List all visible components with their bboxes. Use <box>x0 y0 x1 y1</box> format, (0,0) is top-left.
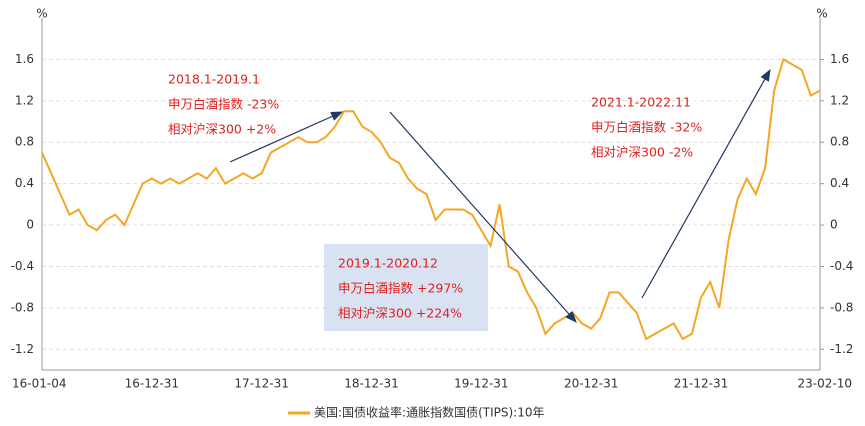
annotation: 2019.1-2020.12 <box>338 256 438 271</box>
y-axis-label: % <box>36 7 47 21</box>
y-tick-label: -0.4 <box>11 259 34 273</box>
y2-tick-label: -0.4 <box>830 259 853 273</box>
y-tick-label: 0.8 <box>15 135 34 149</box>
y2-tick-label: -1.2 <box>830 342 853 356</box>
x-tick-label: 20-12-31 <box>564 377 618 391</box>
y2-tick-label: -0.8 <box>830 300 853 314</box>
y-tick-label: 0.4 <box>15 176 34 190</box>
x-tick-label: 16-12-31 <box>125 377 179 391</box>
annotation: 相对沪深300 +2% <box>168 122 276 137</box>
y2-tick-label: 0.8 <box>830 135 849 149</box>
y-tick-label: 1.2 <box>15 93 34 107</box>
arrow <box>389 111 577 323</box>
y2-tick-label: 1.6 <box>830 52 849 66</box>
data-line <box>41 57 821 341</box>
annotation: 申万白酒指数 -23% <box>168 97 279 112</box>
annotation: 2021.1-2022.11 <box>591 95 691 110</box>
x-tick-label: 16-01-04 <box>12 377 66 391</box>
arrow <box>641 68 771 299</box>
x-tick-label: 21-12-31 <box>674 377 728 391</box>
legend-label: 美国:国债收益率:通胀指数国债(TIPS):10年 <box>314 405 545 420</box>
x-tick-label: 23-02-10 <box>798 377 852 391</box>
x-tick-label: 17-12-31 <box>234 377 288 391</box>
annotation: 2018.1-2019.1 <box>168 72 260 87</box>
annotation-box <box>324 244 488 331</box>
y2-tick-label: 1.2 <box>830 93 849 107</box>
y-tick-label: -1.2 <box>11 342 34 356</box>
annotation: 相对沪深300 +224% <box>338 306 462 321</box>
y-tick-label: -0.8 <box>11 300 34 314</box>
line-layer <box>41 57 821 350</box>
annotation: 申万白酒指数 -32% <box>591 120 702 135</box>
annotation: 相对沪深300 -2% <box>591 145 693 160</box>
y2-axis-label: % <box>816 7 827 21</box>
x-tick-label: 19-12-31 <box>454 377 508 391</box>
annotation: 申万白酒指数 +297% <box>338 281 463 296</box>
y2-tick-label: 0.4 <box>830 176 849 190</box>
arrow <box>229 111 344 163</box>
x-tick-label: 18-12-31 <box>344 377 398 391</box>
y2-tick-label: 0 <box>830 218 838 232</box>
y-tick-label: 0 <box>26 218 34 232</box>
y-tick-label: 1.6 <box>15 52 34 66</box>
